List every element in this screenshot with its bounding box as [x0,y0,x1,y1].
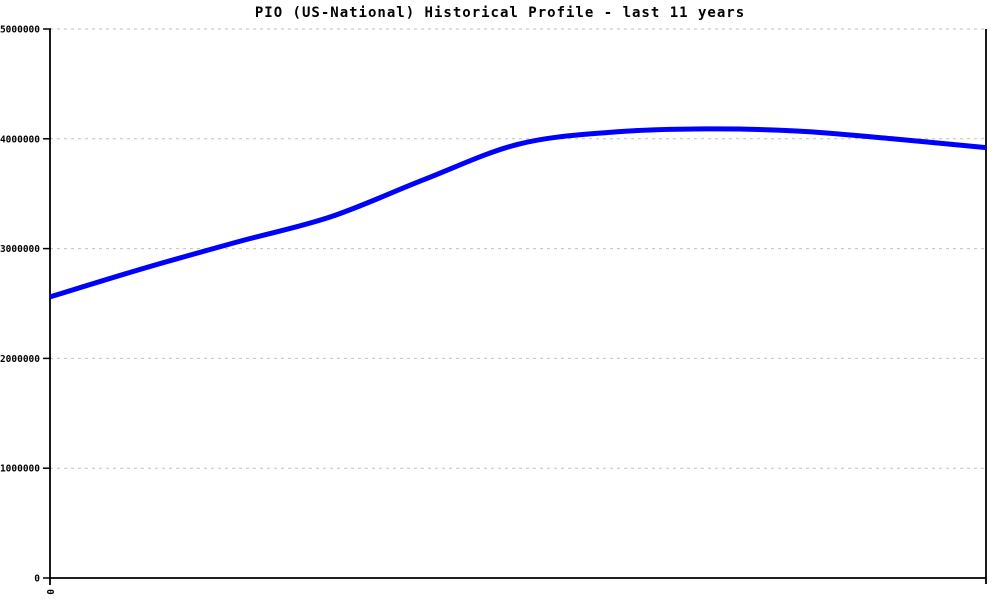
y-axis-tick-label: 2000000 [0,354,40,365]
y-axis-tick-label: 5000000 [0,25,40,36]
y-axis-tick-label: 4000000 [0,134,40,145]
chart-title: PIO (US-National) Historical Profile - l… [254,5,746,21]
x-axis-tick-label: 0 [44,589,55,595]
data-line-series [49,126,987,300]
y-axis-tick-label: 3000000 [0,244,40,255]
y-axis-tick-label: 1000000 [0,464,40,475]
y-axis-tick-label: 0 [34,574,40,585]
